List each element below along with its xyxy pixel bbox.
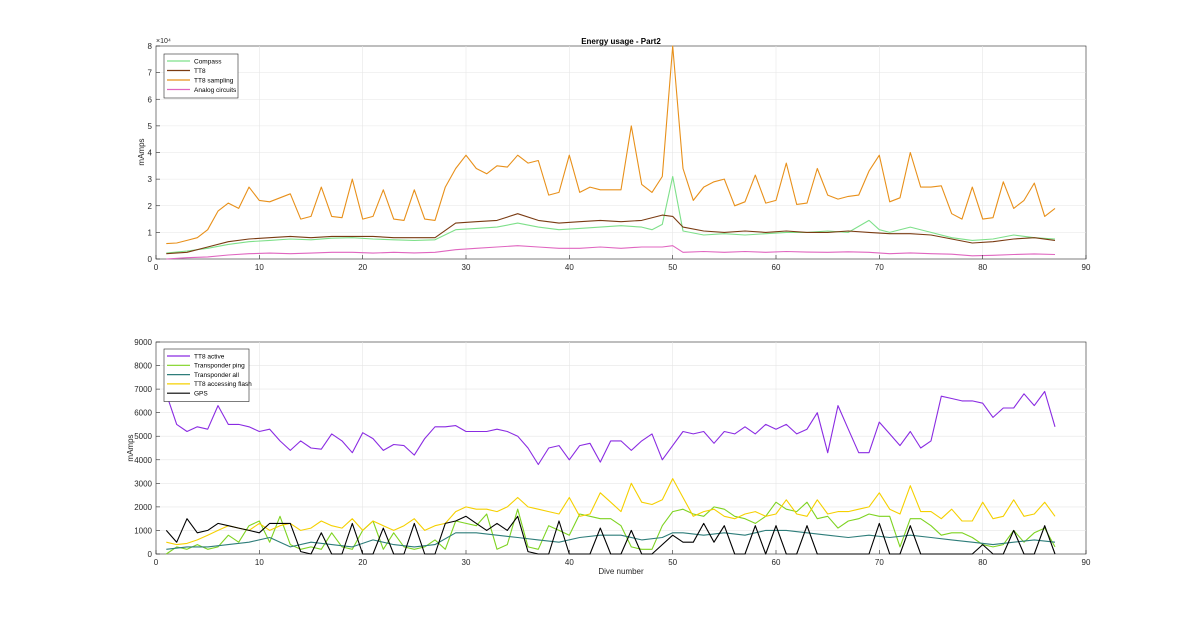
bottom-ticks: 0 10 20 30 40 50 60 70 80 90 0 1000 2000 3000 4000 5000… xyxy=(134,338,1091,567)
x-tick-label: 0 xyxy=(154,558,159,567)
legend-label: Transponder all xyxy=(194,372,239,379)
y-tick-label: 9000 xyxy=(134,338,152,347)
x-tick-label: 20 xyxy=(358,263,367,272)
legend-label: Transponder ping xyxy=(194,363,245,370)
bottom-x-axis-label: Dive number xyxy=(598,567,644,576)
y-tick-label: 4 xyxy=(148,149,153,158)
y-tick-label: 2000 xyxy=(134,503,152,512)
x-tick-label: 40 xyxy=(565,558,574,567)
x-tick-label: 70 xyxy=(875,263,884,272)
bottom-series-group xyxy=(165,390,1056,555)
y-tick-label: 2 xyxy=(148,202,153,211)
series-line-transponder-all xyxy=(166,529,1056,550)
y-tick-label: 5 xyxy=(148,122,153,131)
x-tick-label: 80 xyxy=(978,263,987,272)
x-tick-label: 10 xyxy=(255,558,264,567)
x-tick-label: 0 xyxy=(154,263,159,272)
y-tick-label: 3000 xyxy=(134,479,152,488)
y-tick-label: 8000 xyxy=(134,362,152,371)
legend-label: TT8 accessing flash xyxy=(194,381,252,388)
x-tick-label: 90 xyxy=(1082,263,1091,272)
bottom-y-axis-label: mAmps xyxy=(126,434,135,461)
series-line-tt8 xyxy=(166,213,1056,255)
legend-label: TT8 sampling xyxy=(194,77,234,84)
y-tick-label: 6000 xyxy=(134,409,152,418)
y-tick-label: 7000 xyxy=(134,385,152,394)
series-line-tt8-accessing-flash xyxy=(166,478,1056,546)
y-tick-label: 6 xyxy=(148,95,153,104)
chart-title: Energy usage - Part2 xyxy=(581,37,661,46)
series-line-compass xyxy=(166,175,1056,254)
y-tick-label: 7 xyxy=(148,69,153,78)
y-tick-label: 4000 xyxy=(134,456,152,465)
series-line-tt8-active xyxy=(165,390,1056,466)
y-tick-label: 0 xyxy=(148,255,153,264)
x-tick-label: 50 xyxy=(668,558,677,567)
series-line-gps xyxy=(165,515,1056,555)
legend-label: TT8 active xyxy=(194,353,225,360)
legend-label: GPS xyxy=(194,391,208,398)
x-tick-label: 90 xyxy=(1082,558,1091,567)
y-tick-label: 5000 xyxy=(134,432,152,441)
x-tick-label: 80 xyxy=(978,558,987,567)
legend-label: TT8 xyxy=(194,68,206,75)
y-tick-label: 8 xyxy=(148,42,153,51)
top-legend: Compass TT8 TT8 sampling Analog circuits xyxy=(163,53,239,99)
bottom-plot-area xyxy=(155,341,1087,555)
top-grid xyxy=(156,46,1086,259)
x-tick-label: 60 xyxy=(772,263,781,272)
top-axes: 0 10 20 30 40 50 60 70 80 90 0 1 2 3 4 5 6 7 8 Energy usag… xyxy=(137,37,1091,272)
bottom-grid xyxy=(156,342,1086,554)
bottom-axes: 0 10 20 30 40 50 60 70 80 90 0 1000 2000 3000 4000 5000… xyxy=(126,338,1091,576)
y-tick-label: 0 xyxy=(148,550,153,559)
y-tick-label: 1 xyxy=(148,228,153,237)
y-tick-label: 1000 xyxy=(134,526,152,535)
top-series-group xyxy=(166,45,1056,260)
top-y-axis-label: mAmps xyxy=(137,138,146,165)
x-tick-label: 10 xyxy=(255,263,264,272)
x-tick-label: 30 xyxy=(462,263,471,272)
x-tick-label: 20 xyxy=(358,558,367,567)
x-tick-label: 40 xyxy=(565,263,574,272)
top-ticks: 0 10 20 30 40 50 60 70 80 90 0 1 2 3 4 5 6 7 8 xyxy=(148,42,1091,272)
bottom-legend: TT8 active Transponder ping Transponder al… xyxy=(163,348,252,402)
top-y-exponent-label: ×10⁴ xyxy=(156,38,171,45)
x-tick-label: 30 xyxy=(462,558,471,567)
series-line-analog-circuits xyxy=(166,245,1056,260)
x-tick-label: 70 xyxy=(875,558,884,567)
series-line-tt8-sampling xyxy=(166,45,1056,245)
x-tick-label: 60 xyxy=(772,558,781,567)
x-tick-label: 50 xyxy=(668,263,677,272)
y-tick-label: 3 xyxy=(148,175,153,184)
legend-label: Compass xyxy=(194,58,222,65)
legend-label: Analog circuits xyxy=(194,87,237,94)
